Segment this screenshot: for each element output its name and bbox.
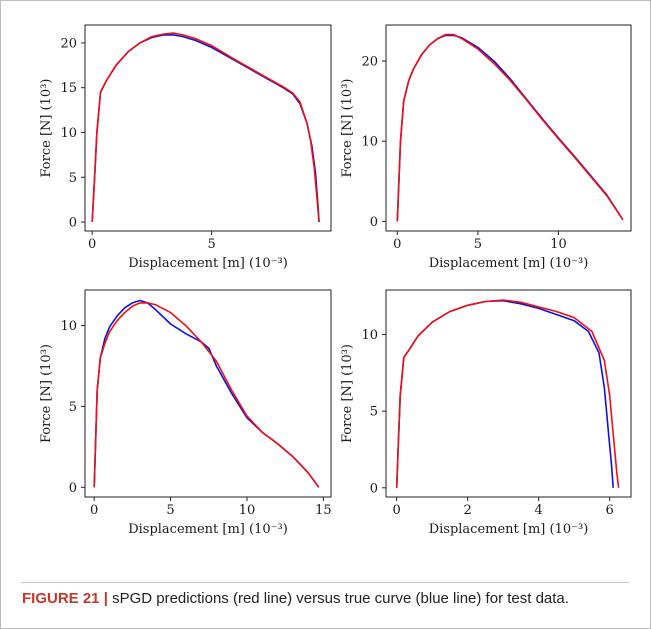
x-tick-label: 0 bbox=[90, 503, 98, 518]
subplot-1: 0 5 0 5 10 15 20 Displacement [m] (10⁻³) Force [… bbox=[39, 24, 332, 271]
caption-separator: | bbox=[103, 590, 108, 607]
y-tick-label: 20 bbox=[60, 36, 77, 51]
x-tick-label: 5 bbox=[166, 503, 174, 518]
y-tick-label: 0 bbox=[69, 216, 77, 231]
x-tick-label: 0 bbox=[88, 237, 96, 252]
prediction-line bbox=[395, 299, 620, 488]
y-tick-label: 5 bbox=[69, 171, 77, 186]
figure-label: FIGURE 21 bbox=[22, 590, 100, 607]
plot-area-frame bbox=[385, 24, 632, 232]
true-curve-line bbox=[91, 34, 320, 223]
prediction-line bbox=[93, 302, 320, 488]
y-axis-label: Force [N] (10³) bbox=[340, 344, 355, 443]
subplot-4: 0 2 4 6 0 5 10 Displacement [m] (10⁻³) Force [N]… bbox=[340, 289, 632, 537]
y-tick-label: 10 bbox=[60, 126, 77, 141]
prediction-line bbox=[396, 33, 624, 222]
figure-caption: FIGURE 21 | sPGD predictions (red line) … bbox=[22, 588, 627, 609]
y-tick-label: 0 bbox=[370, 215, 378, 230]
caption-text: sPGD predictions (red line) versus true … bbox=[112, 590, 569, 607]
x-tick-label: 15 bbox=[315, 503, 332, 518]
x-tick-label: 2 bbox=[464, 503, 472, 518]
y-tick-label: 5 bbox=[69, 400, 77, 415]
prediction-line bbox=[91, 32, 320, 223]
y-tick-label: 5 bbox=[370, 405, 378, 420]
x-axis-label: Displacement [m] (10⁻³) bbox=[128, 522, 288, 537]
x-tick-label: 6 bbox=[606, 503, 614, 518]
x-axis-label: Displacement [m] (10⁻³) bbox=[128, 256, 288, 271]
y-tick-label: 10 bbox=[361, 328, 378, 343]
x-tick-label: 0 bbox=[393, 503, 401, 518]
plot-area-frame bbox=[84, 24, 332, 232]
y-axis-label: Force [N] (10³) bbox=[39, 78, 54, 177]
true-curve-line bbox=[93, 299, 320, 488]
x-tick-label: 0 bbox=[393, 237, 401, 252]
caption-divider bbox=[21, 582, 629, 583]
y-tick-label: 20 bbox=[361, 55, 378, 70]
plot-area-frame bbox=[385, 289, 632, 498]
y-axis-label: Force [N] (10³) bbox=[39, 344, 54, 443]
x-axis-label: Displacement [m] (10⁻³) bbox=[429, 522, 589, 537]
y-tick-label: 0 bbox=[370, 481, 378, 496]
x-tick-label: 4 bbox=[535, 503, 543, 518]
x-tick-label: 5 bbox=[474, 237, 482, 252]
y-axis-label: Force [N] (10³) bbox=[340, 78, 355, 177]
y-tick-label: 10 bbox=[361, 135, 378, 150]
true-curve-line bbox=[396, 34, 624, 222]
subplot-2: 0 5 10 0 10 20 Displacement [m] (10⁻³) Force [N… bbox=[340, 24, 632, 271]
y-tick-label: 15 bbox=[60, 81, 77, 96]
true-curve-line bbox=[395, 299, 614, 488]
x-tick-label: 5 bbox=[207, 237, 215, 252]
y-tick-label: 0 bbox=[69, 481, 77, 496]
x-tick-label: 10 bbox=[239, 503, 256, 518]
subplot-3: 0 5 10 15 0 5 10 Displacement [m] (10⁻³) Force [… bbox=[39, 289, 332, 537]
plot-area-frame bbox=[84, 289, 332, 498]
x-tick-label: 10 bbox=[550, 237, 567, 252]
x-axis-label: Displacement [m] (10⁻³) bbox=[429, 256, 589, 271]
y-tick-label: 10 bbox=[60, 319, 77, 334]
